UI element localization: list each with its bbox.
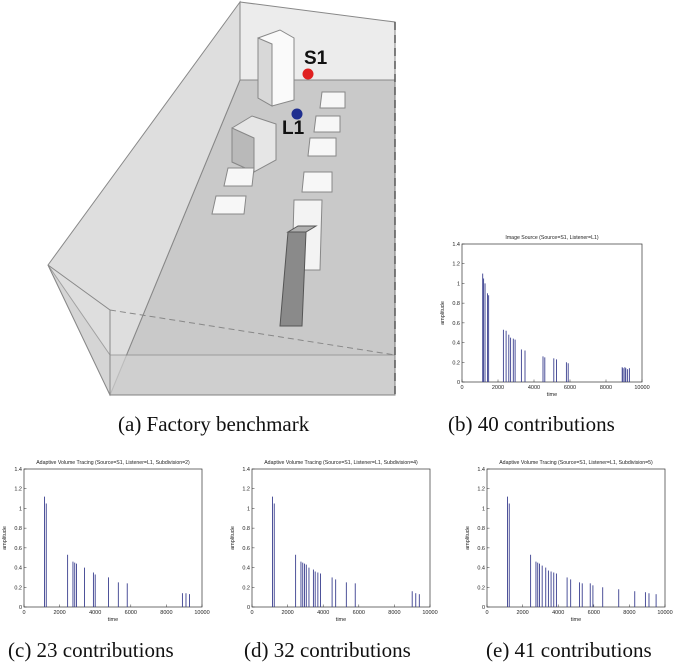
y-axis-label: amplitude xyxy=(230,526,236,550)
small-blocks xyxy=(211,91,346,215)
caption-d: (d) 32 contributions xyxy=(244,638,411,662)
chart-title: Adaptive Volume Tracing (Source=S1, List… xyxy=(499,460,653,466)
y-tick-label: 1.4 xyxy=(14,467,22,473)
x-tick-label: 6000 xyxy=(353,610,365,616)
y-tick-label: 0 xyxy=(19,605,22,611)
x-tick-label: 6000 xyxy=(125,610,137,616)
y-tick-label: 0.4 xyxy=(477,566,485,572)
x-tick-label: 10000 xyxy=(422,610,437,616)
y-axis-label: amplitude xyxy=(2,526,8,550)
y-tick-label: 0.4 xyxy=(14,566,22,572)
chart-b: Image Source (Source=S1, Listener=L1) 0 0.… xyxy=(440,235,650,398)
chart-title: Adaptive Volume Tracing (Source=S1, List… xyxy=(36,460,190,466)
x-tick-label: 10000 xyxy=(194,610,209,616)
y-tick-label: 1.2 xyxy=(452,262,460,268)
plot-area xyxy=(251,468,431,608)
y-tick-label: 0.2 xyxy=(452,360,460,366)
listener-label: L1 xyxy=(282,118,305,139)
y-axis-label: amplitude xyxy=(465,526,471,550)
x-tick-label: 2000 xyxy=(516,610,528,616)
y-tick-label: 0 xyxy=(482,605,485,611)
factory-scene: S1 L1 xyxy=(47,0,396,397)
x-axis-label: time xyxy=(336,617,346,623)
chart-title: Adaptive Volume Tracing (Source=S1, List… xyxy=(264,460,418,466)
x-tick-label: 6000 xyxy=(588,610,600,616)
y-tick-label: 0.6 xyxy=(452,321,460,327)
x-tick-label: 0 xyxy=(460,385,463,391)
y-tick-label: 0.2 xyxy=(14,585,22,591)
y-tick-label: 0.6 xyxy=(14,546,22,552)
y-tick-label: 1 xyxy=(19,506,22,512)
y-tick-label: 0.6 xyxy=(242,546,250,552)
y-tick-label: 0.8 xyxy=(242,526,250,532)
y-tick-label: 0.2 xyxy=(242,585,250,591)
y-tick-label: 1.2 xyxy=(477,487,485,493)
x-tick-label: 2000 xyxy=(281,610,293,616)
plot-area xyxy=(23,468,203,608)
x-tick-label: 8000 xyxy=(388,610,400,616)
chart-d: Adaptive Volume Tracing (Source=S1, List… xyxy=(230,460,438,623)
plot-area xyxy=(486,468,666,608)
chart-e: Adaptive Volume Tracing (Source=S1, List… xyxy=(465,460,673,623)
x-tick-label: 4000 xyxy=(89,610,101,616)
y-tick-label: 1.2 xyxy=(242,487,250,493)
caption-b: (b) 40 contributions xyxy=(448,412,615,436)
y-axis-label: amplitude xyxy=(440,301,446,325)
y-tick-label: 1 xyxy=(247,506,250,512)
x-tick-label: 8000 xyxy=(623,610,635,616)
y-tick-label: 0 xyxy=(457,380,460,386)
plot-area xyxy=(461,243,643,383)
x-tick-label: 0 xyxy=(22,610,25,616)
caption-a: (a) Factory benchmark xyxy=(118,412,310,436)
x-axis-label: time xyxy=(547,392,557,398)
y-tick-label: 1.4 xyxy=(477,467,485,473)
x-tick-label: 6000 xyxy=(564,385,576,391)
x-axis-label: time xyxy=(571,617,581,623)
x-tick-label: 4000 xyxy=(317,610,329,616)
y-tick-label: 1.4 xyxy=(242,467,250,473)
x-tick-label: 0 xyxy=(485,610,488,616)
chart-c: Adaptive Volume Tracing (Source=S1, List… xyxy=(2,460,210,623)
listener-dot xyxy=(291,108,303,120)
x-tick-label: 2000 xyxy=(492,385,504,391)
y-tick-label: 0.8 xyxy=(452,301,460,307)
y-tick-label: 1.4 xyxy=(452,242,460,248)
source-dot xyxy=(302,68,314,80)
x-tick-label: 8000 xyxy=(160,610,172,616)
chart-title: Image Source (Source=S1, Listener=L1) xyxy=(505,235,598,241)
y-tick-label: 0.8 xyxy=(14,526,22,532)
y-tick-label: 1 xyxy=(482,506,485,512)
y-tick-label: 0.4 xyxy=(452,341,460,347)
y-tick-label: 0.6 xyxy=(477,546,485,552)
y-tick-label: 0.4 xyxy=(242,566,250,572)
x-tick-label: 8000 xyxy=(600,385,612,391)
x-tick-label: 4000 xyxy=(528,385,540,391)
y-tick-label: 0.8 xyxy=(477,526,485,532)
caption-c: (c) 23 contributions xyxy=(8,638,174,662)
y-tick-label: 0.2 xyxy=(477,585,485,591)
x-tick-label: 0 xyxy=(250,610,253,616)
y-tick-label: 1 xyxy=(457,281,460,287)
x-tick-label: 10000 xyxy=(657,610,672,616)
x-tick-label: 4000 xyxy=(552,610,564,616)
source-label: S1 xyxy=(304,48,328,69)
y-tick-label: 1.2 xyxy=(14,487,22,493)
caption-e: (e) 41 contributions xyxy=(486,638,652,662)
x-tick-label: 2000 xyxy=(53,610,65,616)
x-axis-label: time xyxy=(108,617,118,623)
y-tick-label: 0 xyxy=(247,605,250,611)
x-tick-label: 10000 xyxy=(634,385,649,391)
